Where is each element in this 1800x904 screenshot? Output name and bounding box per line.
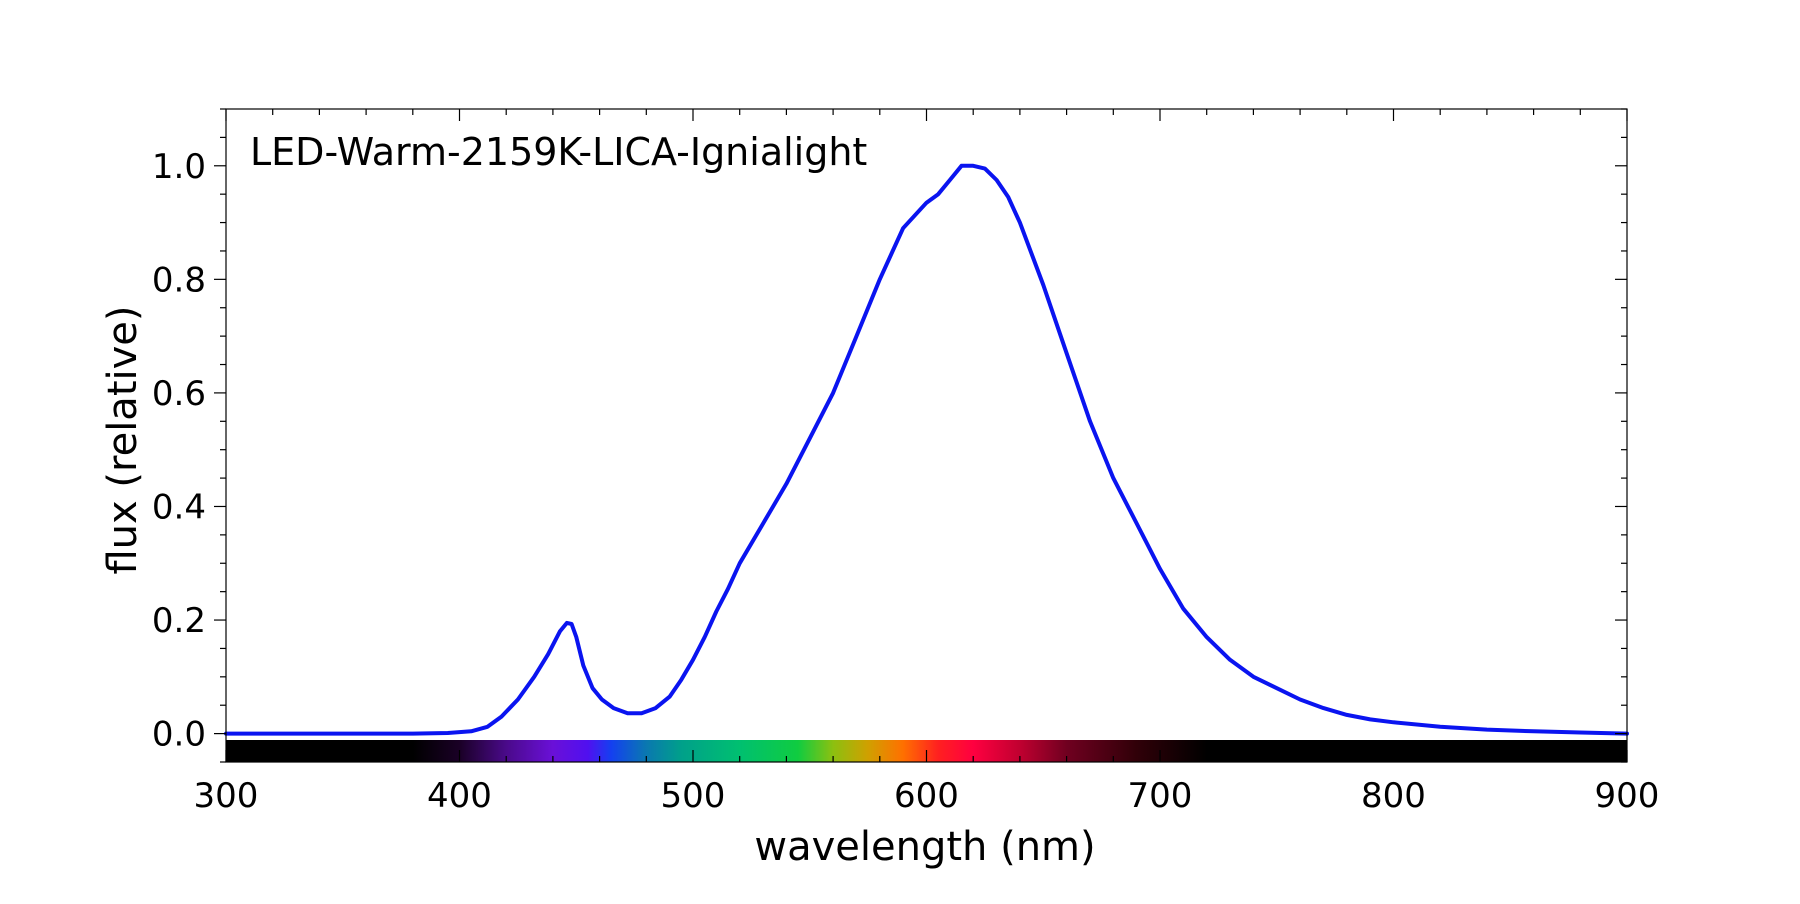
x-tick-label: 800 (1361, 776, 1426, 816)
y-tick-label: 0.4 (152, 487, 206, 527)
y-axis-ticks: 0.0 0.2 0.4 0.6 0.8 1.0 (152, 108, 1627, 763)
x-tick-label: 900 (1595, 776, 1660, 816)
y-tick-label: 1.0 (152, 147, 206, 187)
flux-series-line (224, 163, 1629, 736)
y-tick-label: 0.8 (152, 260, 206, 300)
x-tick-label: 700 (1128, 776, 1193, 816)
x-axis-label: wavelength (nm) (754, 824, 1095, 870)
x-tick-label: 400 (427, 776, 492, 816)
y-axis-label: flux (relative) (100, 305, 146, 574)
y-tick-label: 0.2 (152, 601, 206, 641)
x-axis-ticks: 300 400 500 600 700 800 900 (194, 109, 1660, 816)
y-tick-label: 0.0 (152, 715, 206, 755)
x-tick-label: 300 (194, 776, 259, 816)
x-tick-label: 500 (661, 776, 726, 816)
y-tick-label: 0.6 (152, 374, 206, 414)
x-tick-label: 600 (894, 776, 959, 816)
chart-title: LED-Warm-2159K-LICA-Ignialight (250, 130, 867, 174)
plot-frame (225, 108, 1628, 763)
